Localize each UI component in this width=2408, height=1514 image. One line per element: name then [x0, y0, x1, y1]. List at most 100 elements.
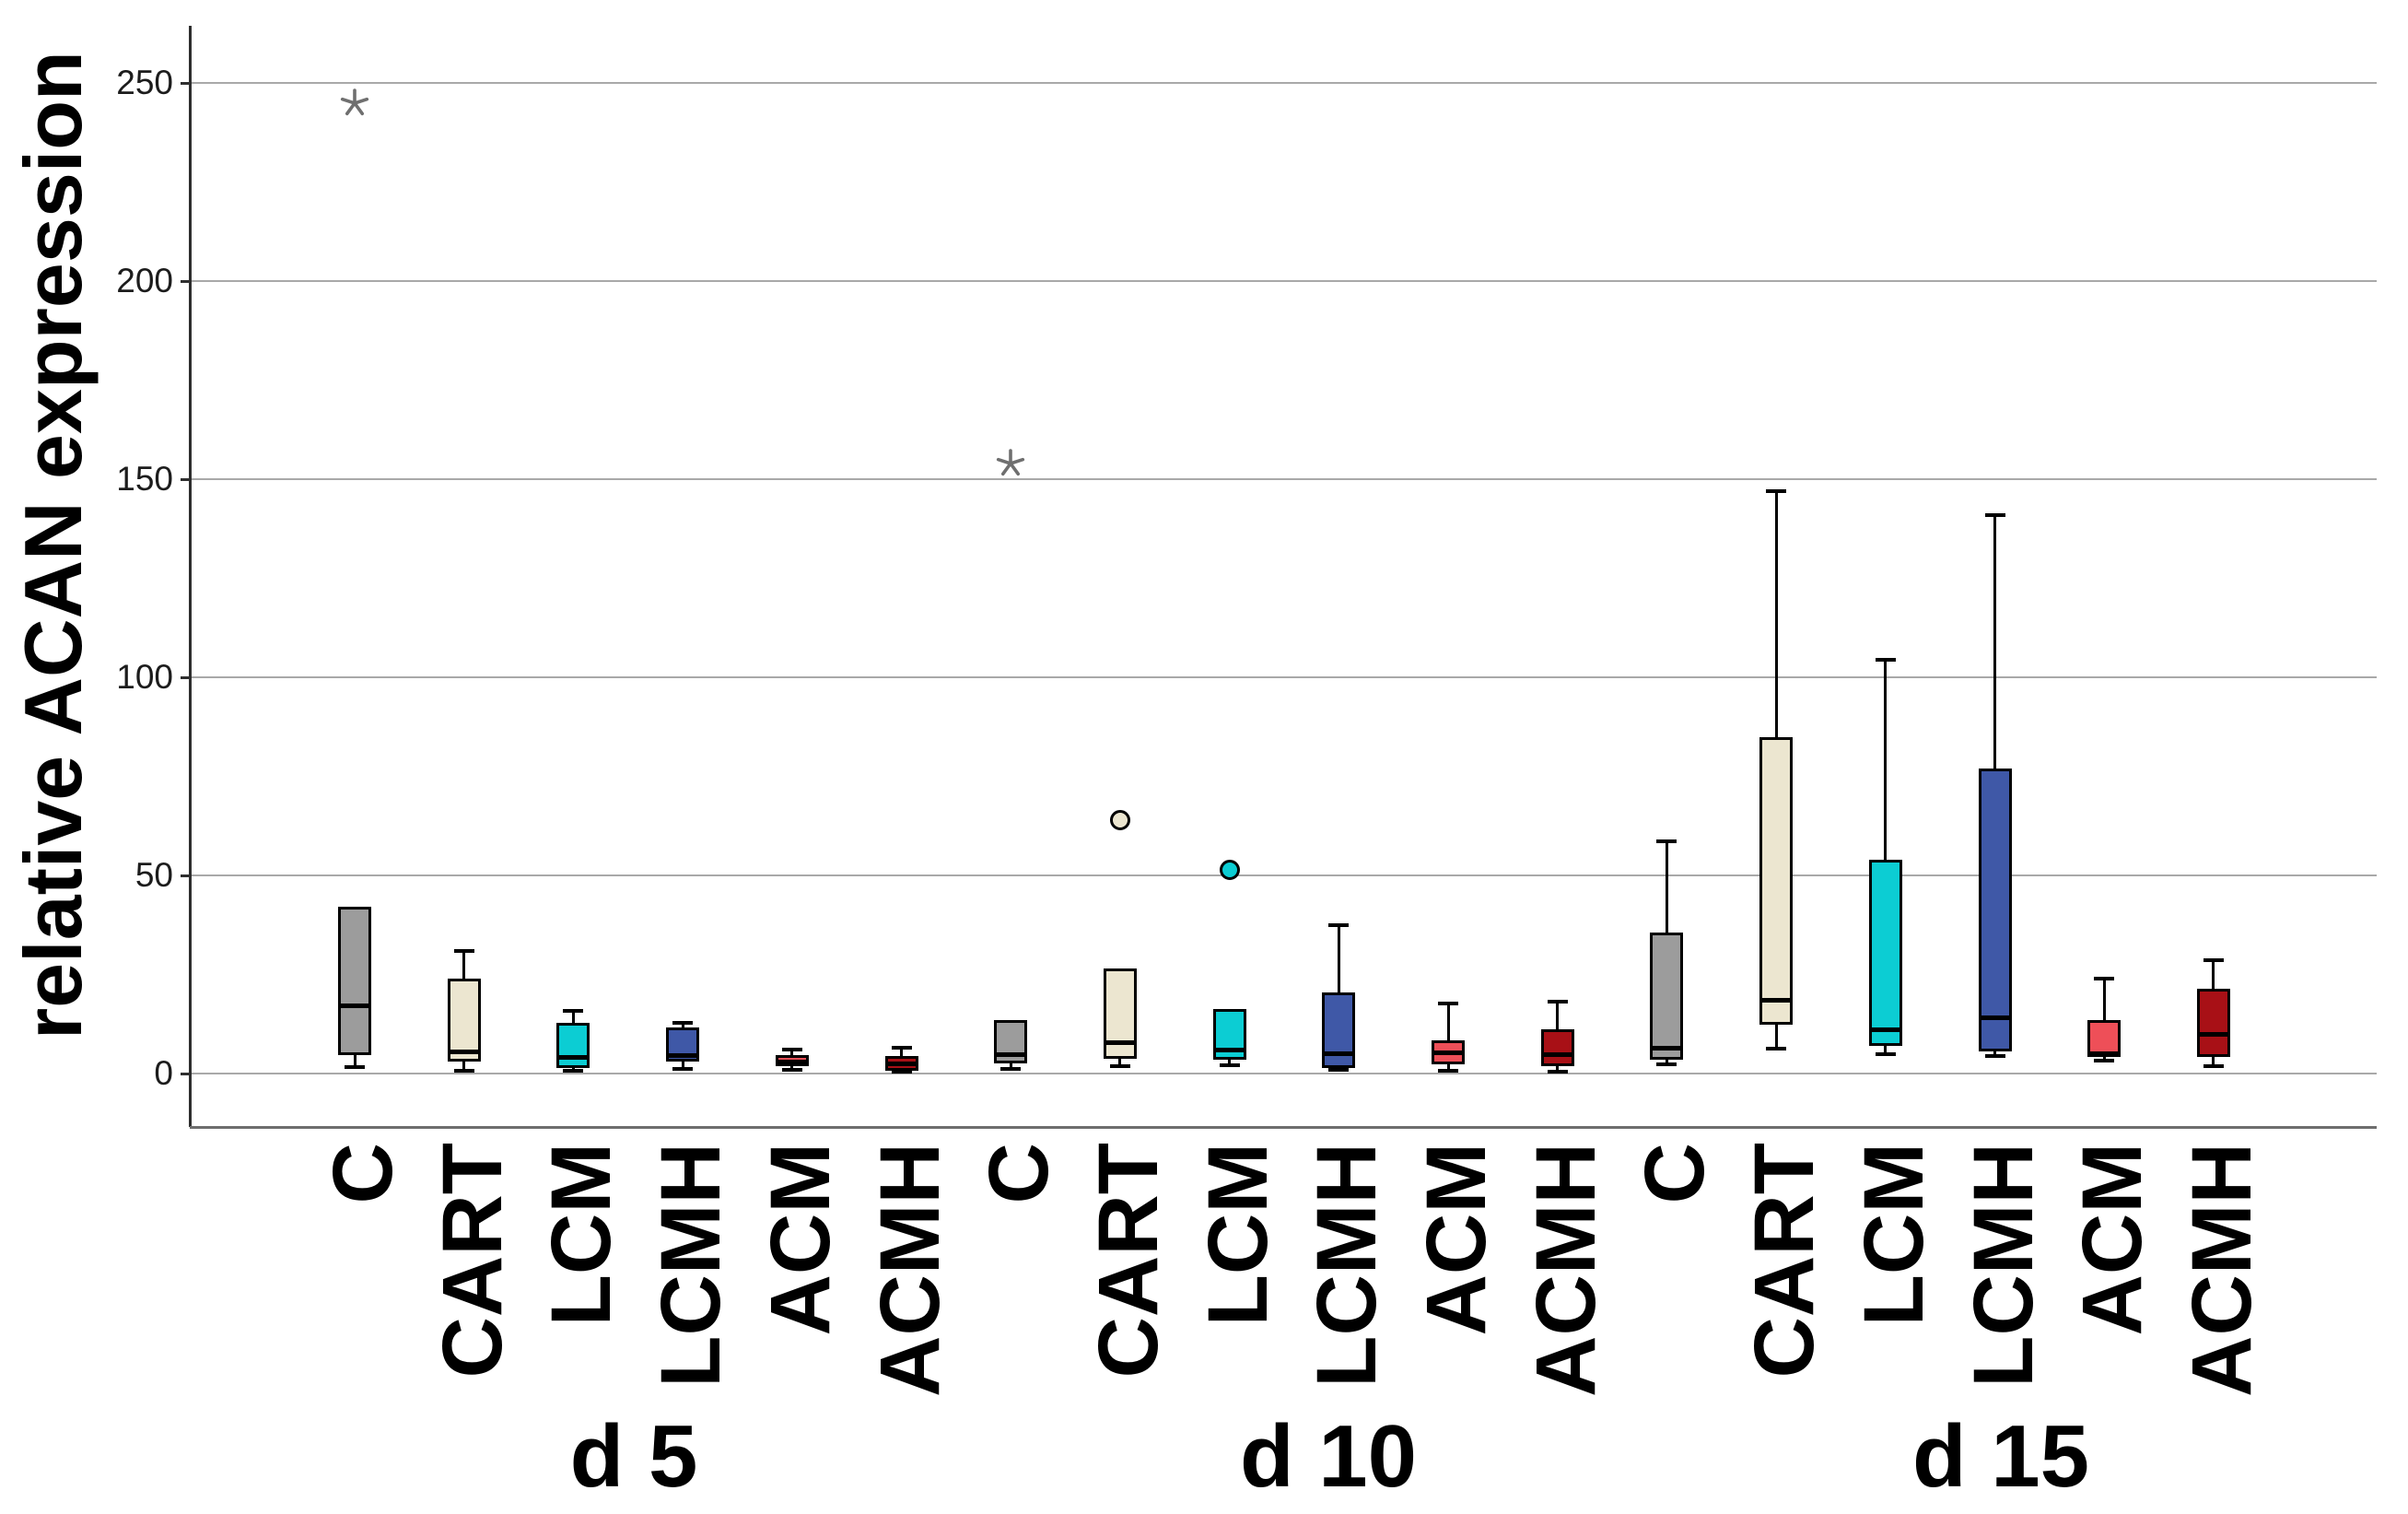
- box-ACMH-d15: [2196, 988, 2230, 1057]
- whisker-cap-low-ACMH-d15: [2203, 1063, 2224, 1068]
- x-category-label-CART-d15: CART: [1737, 1143, 1832, 1379]
- gridline-150: [190, 478, 2377, 480]
- y-tick-mark: [181, 279, 190, 283]
- median-C-d15: [1653, 1046, 1681, 1051]
- x-category-label-ACM-d10: ACM: [1409, 1143, 1503, 1336]
- whisker-cap-low-ACM-d15: [2094, 1058, 2115, 1062]
- y-tick-label: 250: [116, 64, 173, 101]
- y-axis-line: [188, 26, 192, 1127]
- y-tick-mark: [181, 675, 190, 679]
- median-LCM-d15: [1871, 1027, 1900, 1033]
- whisker-cap-low-LCM-d5: [563, 1068, 584, 1073]
- median-LCM-d10: [1215, 1047, 1244, 1052]
- median-LCMH-d5: [669, 1053, 697, 1059]
- whisker-cap-low-CART-d10: [1109, 1063, 1130, 1068]
- median-ACMH-d5: [887, 1061, 916, 1066]
- box-LCM-d5: [556, 1022, 590, 1068]
- whisker-cap-high-CART-d15: [1766, 488, 1787, 493]
- box-LCMH-d15: [1978, 768, 2012, 1052]
- gridline-200: [190, 280, 2377, 282]
- whisker-cap-low-LCM-d10: [1219, 1062, 1240, 1067]
- median-LCMH-d10: [1325, 1051, 1353, 1056]
- y-tick-label: 200: [116, 262, 173, 299]
- y-tick-label: 50: [134, 856, 173, 894]
- box-CART-d15: [1759, 736, 1794, 1026]
- whisker-cap-high-LCMH-d10: [1328, 922, 1350, 927]
- box-ACMH-d10: [1540, 1028, 1574, 1066]
- whisker-ACM-d10: [1446, 1003, 1450, 1071]
- whisker-cap-low-LCMH-d10: [1328, 1068, 1350, 1073]
- x-axis-line: [190, 1125, 2377, 1129]
- x-category-label-ACM-d15: ACM: [2065, 1143, 2160, 1336]
- y-tick-mark: [181, 477, 190, 481]
- whisker-cap-low-C-d5: [345, 1065, 365, 1070]
- whisker-cap-low-ACMH-d10: [1547, 1069, 1568, 1074]
- x-category-label-LCM-d15: LCM: [1846, 1143, 1941, 1327]
- whisker-LCM-d15: [1884, 659, 1888, 1054]
- x-category-label-ACMH-d5: ACMH: [862, 1143, 957, 1397]
- whisker-cap-low-ACMH-d5: [891, 1070, 912, 1074]
- median-C-d5: [341, 1003, 368, 1009]
- median-CART-d5: [450, 1049, 478, 1054]
- whisker-cap-low-CART-d5: [453, 1068, 474, 1073]
- outlier-circle-icon-LCM-d10: [1219, 859, 1240, 880]
- y-tick-label: 100: [116, 658, 173, 696]
- y-tick-label: 150: [116, 460, 173, 498]
- median-LCM-d5: [559, 1055, 588, 1061]
- x-category-label-CART-d10: CART: [1081, 1143, 1175, 1379]
- x-category-label-C-d15: C: [1628, 1143, 1723, 1204]
- box-C-d5: [338, 907, 371, 1055]
- x-category-label-ACMH-d15: ACMH: [2174, 1143, 2269, 1397]
- median-ACM-d10: [1434, 1050, 1462, 1055]
- whisker-cap-high-ACM-d5: [781, 1048, 802, 1052]
- x-category-label-LCMH-d5: LCMH: [644, 1143, 739, 1388]
- x-category-label-ACM-d5: ACM: [753, 1143, 847, 1336]
- x-category-label-CART-d5: CART: [425, 1143, 520, 1379]
- whisker-cap-high-C-d15: [1656, 839, 1677, 844]
- box-LCM-d10: [1212, 1008, 1246, 1061]
- whisker-cap-low-LCMH-d15: [1984, 1053, 2005, 1058]
- box-LCMH-d10: [1322, 992, 1356, 1068]
- gridline-50: [190, 874, 2377, 876]
- outlier-star-icon-C-d5: [338, 87, 371, 120]
- box-LCM-d15: [1868, 859, 1902, 1046]
- gridline-100: [190, 676, 2377, 678]
- median-CART-d15: [1762, 997, 1791, 1003]
- y-tick-label: 0: [154, 1054, 173, 1092]
- x-category-label-LCM-d5: LCM: [534, 1143, 629, 1327]
- whisker-cap-low-C-d15: [1656, 1062, 1677, 1067]
- whisker-cap-low-C-d10: [1000, 1066, 1022, 1071]
- x-category-label-ACMH-d10: ACMH: [1518, 1143, 1613, 1397]
- x-category-label-C-d5: C: [316, 1143, 410, 1204]
- box-C-d15: [1650, 933, 1684, 1060]
- whisker-ACM-d15: [2102, 978, 2106, 1061]
- whisker-cap-high-ACMH-d5: [891, 1045, 912, 1050]
- outlier-circle-icon-CART-d10: [1109, 809, 1130, 830]
- x-group-label-d15: d 15: [1911, 1407, 2090, 1506]
- x-group-label-d10: d 10: [1239, 1407, 1418, 1506]
- whisker-cap-high-LCM-d15: [1875, 657, 1896, 662]
- median-LCMH-d15: [1981, 1015, 2009, 1021]
- gridline-0: [190, 1073, 2377, 1074]
- median-ACM-d5: [777, 1059, 806, 1064]
- x-group-label-d5: d 5: [569, 1407, 698, 1506]
- whisker-cap-high-ACM-d15: [2094, 976, 2115, 980]
- x-category-label-LCMH-d10: LCMH: [1300, 1143, 1395, 1388]
- median-ACM-d15: [2090, 1050, 2119, 1056]
- whisker-cap-high-ACMH-d15: [2203, 958, 2224, 963]
- y-tick-mark: [181, 874, 190, 877]
- whisker-cap-high-LCMH-d5: [672, 1020, 694, 1025]
- whisker-cap-high-LCM-d5: [563, 1009, 584, 1014]
- whisker-cap-high-ACM-d10: [1438, 1001, 1458, 1005]
- x-category-label-C-d10: C: [972, 1143, 1067, 1204]
- box-CART-d5: [447, 978, 481, 1062]
- whisker-cap-low-LCM-d15: [1875, 1051, 1896, 1056]
- y-tick-mark: [181, 1072, 190, 1075]
- x-category-label-LCM-d10: LCM: [1190, 1143, 1285, 1327]
- whisker-cap-low-ACM-d10: [1438, 1068, 1458, 1073]
- whisker-cap-low-ACM-d5: [781, 1068, 802, 1073]
- whisker-cap-high-CART-d5: [453, 948, 474, 953]
- x-category-label-LCMH-d15: LCMH: [1956, 1143, 2051, 1388]
